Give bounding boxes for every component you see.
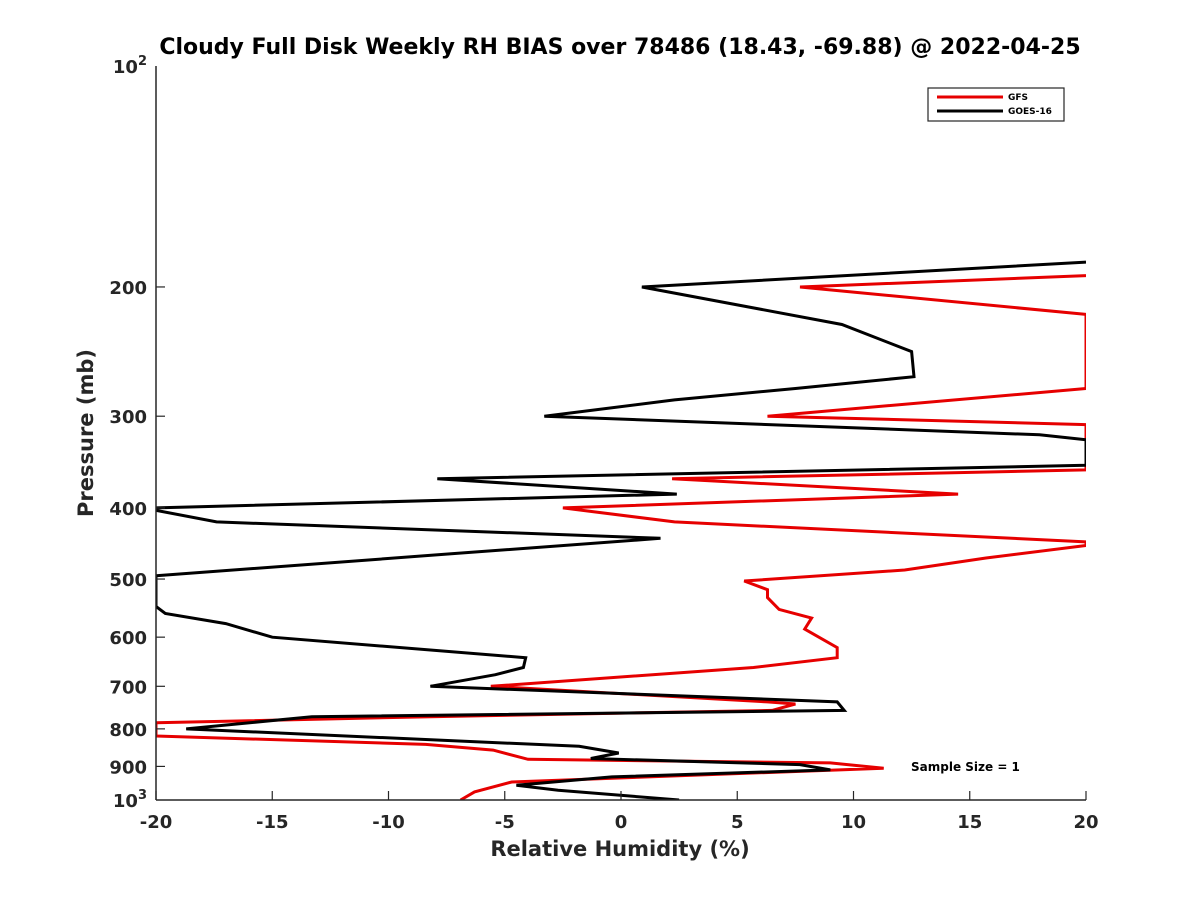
x-tick-label: 15 [957, 812, 982, 833]
plot-area: -20 -15 -10 -5 0 5 10 15 20 200 300 400 500 600 700 80… [109, 54, 1098, 833]
x-tick-label: -20 [140, 812, 173, 833]
y-tick-label: 700 [109, 677, 147, 698]
chart-title: Cloudy Full Disk Weekly RH BIAS over 784… [159, 35, 1080, 60]
x-tick-label: -10 [372, 812, 405, 833]
sample-size-annotation: Sample Size = 1 [911, 760, 1020, 774]
y-ticks: 200 300 400 500 600 700 800 900 102 103 [109, 54, 165, 812]
x-tick-label: -5 [495, 812, 515, 833]
y-tick-label: 200 [109, 278, 147, 299]
legend-label-goes16: GOES-16 [1008, 107, 1052, 117]
series-layer [156, 260, 1086, 800]
y-tick-label: 800 [109, 720, 147, 741]
x-tick-label: 0 [615, 812, 628, 833]
y-tick-label: 400 [109, 499, 147, 520]
x-tick-label: 10 [841, 812, 866, 833]
legend-label-gfs: GFS [1008, 93, 1028, 103]
series-line-gfs [156, 274, 1086, 800]
y-tick-label: 600 [109, 628, 147, 649]
y-tick-label: 900 [109, 757, 147, 778]
y-axis-label: Pressure (mb) [74, 349, 98, 517]
x-tick-label: -15 [256, 812, 289, 833]
y-tick-label: 500 [109, 570, 147, 591]
y-limit-label: 103 [113, 788, 147, 812]
x-tick-label: 5 [731, 812, 744, 833]
x-axis-label: Relative Humidity (%) [490, 837, 749, 861]
legend: GFS GOES-16 [927, 87, 1065, 122]
series-line-goes16 [156, 260, 1086, 800]
y-tick-label: 300 [109, 407, 147, 428]
x-tick-label: 20 [1073, 812, 1098, 833]
y-limit-label: 102 [113, 54, 147, 78]
x-ticks: -20 -15 -10 -5 0 5 10 15 20 [140, 791, 1099, 833]
legend-box [927, 87, 1065, 122]
